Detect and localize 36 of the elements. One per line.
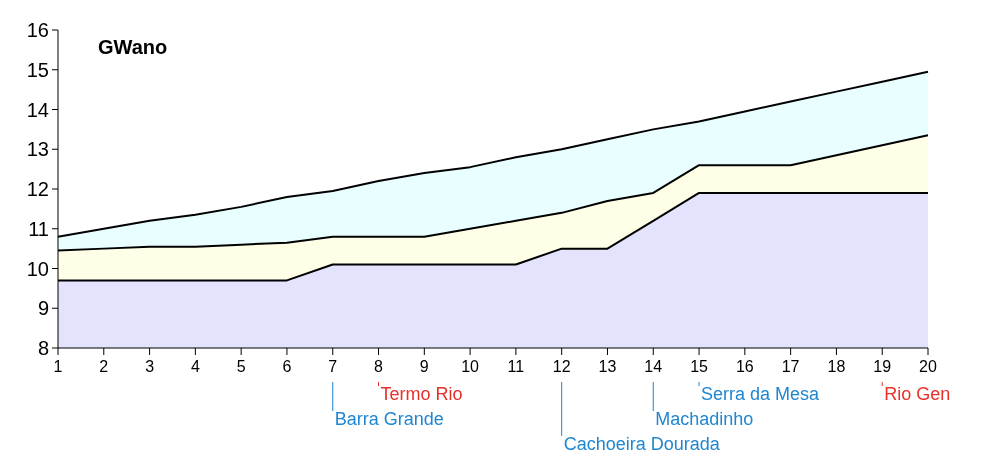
x-tick-label: 9 bbox=[419, 358, 429, 375]
y-tick-label: 11 bbox=[28, 217, 49, 240]
y-tick-label: 15 bbox=[26, 58, 49, 81]
ref-line-label: Machadinho bbox=[655, 409, 754, 429]
x-tick-label: 17 bbox=[781, 358, 800, 375]
x-tick-label: 15 bbox=[690, 358, 709, 375]
x-tick-label: 13 bbox=[598, 358, 617, 375]
x-tick-label: 10 bbox=[461, 358, 480, 375]
ref-line-label: Cachoeira Dourada bbox=[563, 434, 721, 454]
ref-line-label: Termo Rio bbox=[380, 384, 463, 404]
y-tick-label: 10 bbox=[26, 257, 49, 280]
x-tick-label: 6 bbox=[282, 358, 292, 375]
x-tick-label: 7 bbox=[328, 358, 338, 375]
x-tick-label: 2 bbox=[99, 358, 109, 375]
x-tick-label: 19 bbox=[873, 358, 892, 375]
ref-line-label: Serra da Mesa bbox=[701, 384, 821, 404]
x-tick-label: 4 bbox=[190, 358, 200, 375]
x-tick-label: 11 bbox=[507, 358, 525, 375]
chart-title: GWano bbox=[98, 36, 168, 58]
y-tick-label: 8 bbox=[37, 337, 49, 359]
y-tick-label: 12 bbox=[26, 178, 49, 200]
y-tick-label: 14 bbox=[26, 98, 49, 121]
x-tick-label: 16 bbox=[735, 358, 754, 375]
x-tick-label: 3 bbox=[145, 358, 155, 375]
x-tick-label: 5 bbox=[236, 358, 246, 375]
x-tick-label: 1 bbox=[53, 358, 63, 375]
x-tick-label: 12 bbox=[552, 358, 571, 375]
ref-line-label: Rio Gen bbox=[884, 384, 951, 404]
x-tick-label: 8 bbox=[374, 358, 384, 375]
y-tick-label: 9 bbox=[37, 297, 49, 320]
y-tick-label: 13 bbox=[26, 138, 49, 161]
x-tick-label: 20 bbox=[919, 358, 937, 375]
x-tick-label: 14 bbox=[644, 358, 663, 375]
ref-line-label: Barra Grande bbox=[334, 409, 444, 429]
x-tick-label: 18 bbox=[827, 358, 846, 375]
y-tick-label: 16 bbox=[26, 19, 49, 41]
